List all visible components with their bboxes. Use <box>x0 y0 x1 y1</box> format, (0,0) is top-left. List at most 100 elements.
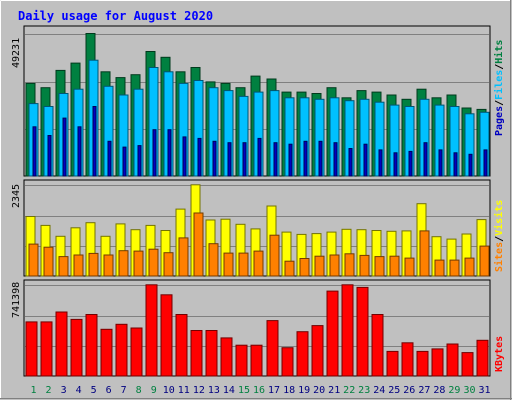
bar-sites-day-7 <box>118 250 129 277</box>
day-label-9: 9 <box>151 385 157 396</box>
bar-sites-day-17 <box>269 234 280 277</box>
bar-sites-day-15 <box>238 252 249 277</box>
day-label-16: 16 <box>253 385 265 396</box>
bar-pages-day-2 <box>47 135 52 177</box>
bar-kbytes-day-12 <box>190 330 203 377</box>
bar-pages-day-22 <box>348 148 353 177</box>
panel-1-max-label: 49231 <box>11 38 22 68</box>
day-label-12: 12 <box>193 385 205 396</box>
day-label-7: 7 <box>121 385 127 396</box>
bar-sites-day-25 <box>389 255 400 277</box>
bar-pages-day-23 <box>363 143 368 177</box>
bar-pages-day-19 <box>303 140 308 177</box>
bar-kbytes-day-5 <box>85 314 98 377</box>
bar-sites-day-30 <box>464 257 475 277</box>
bar-pages-day-30 <box>468 153 473 177</box>
bar-kbytes-day-29 <box>446 343 459 377</box>
day-label-19: 19 <box>298 385 310 396</box>
bar-kbytes-day-22 <box>341 284 354 377</box>
panel-2-max-label: 2345 <box>11 184 22 208</box>
bar-pages-day-29 <box>453 152 458 177</box>
bar-sites-day-14 <box>223 252 234 277</box>
bar-pages-day-10 <box>167 129 172 177</box>
bar-sites-day-26 <box>404 257 415 277</box>
ylabel-hits: Hits <box>493 40 505 64</box>
day-label-15: 15 <box>238 385 250 396</box>
bar-pages-day-24 <box>378 149 383 177</box>
bar-kbytes-day-14 <box>220 337 233 377</box>
day-label-3: 3 <box>61 385 67 396</box>
panel-2-bars <box>25 184 490 277</box>
bar-sites-day-11 <box>178 237 189 277</box>
bar-kbytes-day-25 <box>386 350 399 377</box>
bar-sites-day-27 <box>419 230 430 277</box>
day-label-17: 17 <box>268 385 280 396</box>
day-label-14: 14 <box>223 385 235 396</box>
day-label-31: 31 <box>478 385 490 396</box>
bar-kbytes-day-4 <box>70 318 83 377</box>
ylabel-pages: Pages <box>494 106 505 136</box>
day-label-20: 20 <box>313 385 325 396</box>
day-label-18: 18 <box>283 385 295 396</box>
bar-kbytes-day-7 <box>115 323 128 377</box>
bar-sites-day-20 <box>314 255 325 277</box>
bar-pages-day-8 <box>137 145 142 177</box>
bar-pages-day-6 <box>107 140 112 177</box>
bar-sites-day-2 <box>43 246 54 277</box>
bar-sites-day-22 <box>344 253 355 277</box>
ylabel-files: Files <box>493 70 505 100</box>
bar-pages-day-20 <box>318 140 323 177</box>
bar-kbytes-day-17 <box>266 320 279 377</box>
bar-kbytes-day-3 <box>55 311 68 377</box>
bar-pages-day-5 <box>92 106 97 177</box>
day-label-4: 4 <box>76 385 82 396</box>
bar-kbytes-day-28 <box>431 348 444 377</box>
day-label-13: 13 <box>208 385 220 396</box>
bar-pages-day-28 <box>438 149 443 177</box>
panel-3-ylabel: KBytes <box>494 336 505 372</box>
bar-sites-day-13 <box>208 243 219 277</box>
bar-kbytes-day-18 <box>281 347 294 377</box>
bar-kbytes-day-21 <box>326 290 339 377</box>
bar-kbytes-day-19 <box>296 331 309 377</box>
day-label-27: 27 <box>418 385 430 396</box>
bar-sites-day-3 <box>58 256 69 277</box>
bar-sites-day-10 <box>163 252 174 277</box>
ylabel-sep-3: / <box>494 236 505 242</box>
bar-kbytes-day-30 <box>461 352 474 377</box>
day-label-23: 23 <box>358 385 370 396</box>
bar-kbytes-day-16 <box>250 344 263 377</box>
bar-sites-day-23 <box>359 254 370 277</box>
bar-kbytes-day-31 <box>476 339 489 377</box>
bar-sites-day-16 <box>253 250 264 277</box>
bar-pages-day-1 <box>32 126 37 177</box>
day-label-29: 29 <box>448 385 460 396</box>
bar-sites-day-21 <box>329 254 340 277</box>
ylabel-sites: Sites <box>493 242 505 272</box>
bar-sites-day-6 <box>103 254 114 277</box>
bar-pages-day-25 <box>393 152 398 177</box>
panel-3-bars <box>25 284 489 377</box>
bar-pages-day-3 <box>62 117 67 177</box>
bar-pages-day-26 <box>408 150 413 177</box>
day-label-25: 25 <box>388 385 400 396</box>
day-label-8: 8 <box>136 385 142 396</box>
day-label-28: 28 <box>433 385 445 396</box>
bar-kbytes-day-26 <box>401 342 414 377</box>
bar-pages-day-21 <box>333 142 338 177</box>
bar-kbytes-day-11 <box>175 314 188 377</box>
day-label-22: 22 <box>343 385 355 396</box>
panel-3-max-label: 741398 <box>11 282 22 318</box>
ylabel-sep-1: / <box>494 100 505 106</box>
bar-sites-day-9 <box>148 248 159 277</box>
bar-kbytes-day-1 <box>25 321 38 377</box>
bar-sites-day-24 <box>374 256 385 277</box>
bar-kbytes-day-2 <box>40 321 53 377</box>
bar-pages-day-12 <box>197 137 202 177</box>
bar-sites-day-5 <box>88 252 99 277</box>
x-axis-day-labels: 1 2 3 4 5 6 7 8 9 10 11 12 13 14 15 16 17 18 19 20 21 22 23 24 2… <box>30 385 490 396</box>
panel-1-ylabel: Pages/Files/Hits <box>493 40 505 136</box>
bar-pages-day-14 <box>227 142 232 177</box>
bar-sites-day-8 <box>133 250 144 277</box>
